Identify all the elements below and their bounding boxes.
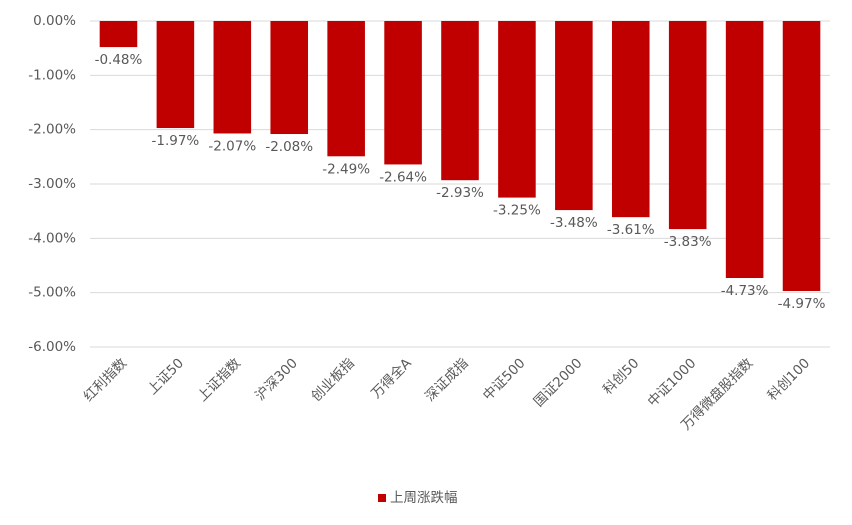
x-tick-label: 中证1000: [645, 355, 700, 410]
value-label: -2.93%: [436, 185, 484, 201]
x-tick-label: 红利指数: [81, 355, 131, 405]
value-label: -2.08%: [265, 139, 313, 155]
value-label: -3.61%: [607, 222, 655, 238]
value-label: -4.73%: [721, 283, 769, 299]
x-tick-label: 科创100: [765, 355, 814, 404]
x-tick-label: 上证指数: [194, 355, 244, 405]
bar: [327, 21, 365, 157]
y-tick-label: -4.00%: [28, 230, 76, 246]
y-tick-label: -1.00%: [28, 67, 76, 83]
y-tick-label: 0.00%: [33, 13, 76, 29]
value-label: -0.48%: [95, 52, 143, 68]
legend-label: 上周涨跌幅: [390, 490, 458, 506]
value-label: -2.64%: [379, 169, 427, 185]
bar: [213, 21, 252, 134]
bar: [498, 21, 536, 198]
x-tick-label: 国证2000: [531, 355, 586, 410]
x-tick-label: 万得全A: [368, 354, 416, 402]
value-label: -3.48%: [550, 215, 598, 231]
bar: [782, 21, 821, 292]
value-label: -2.07%: [208, 138, 256, 154]
value-label: -3.25%: [493, 203, 541, 219]
y-tick-label: -6.00%: [28, 339, 76, 355]
legend-swatch: [378, 494, 386, 502]
y-tick-label: -5.00%: [28, 285, 76, 301]
value-label: -3.83%: [664, 234, 712, 250]
x-tick-label: 沪深300: [252, 355, 301, 404]
bar: [725, 21, 764, 278]
bar: [668, 21, 707, 230]
value-label: -1.97%: [152, 133, 200, 149]
value-label: -2.49%: [322, 161, 370, 177]
x-tick-label: 创业板指: [308, 355, 357, 404]
x-tick-label: 中证500: [480, 355, 529, 404]
bar: [384, 21, 422, 165]
bar: [99, 21, 138, 48]
bar: [156, 21, 195, 129]
bar: [555, 21, 593, 211]
bar: [270, 21, 309, 135]
x-tick-label: 深证成指: [422, 355, 471, 404]
y-tick-label: -3.00%: [28, 176, 76, 192]
value-label: -4.97%: [778, 296, 826, 312]
bar: [441, 21, 479, 181]
y-tick-label: -2.00%: [28, 122, 76, 138]
bar: [611, 21, 650, 218]
x-tick-label: 上证50: [144, 355, 187, 398]
x-tick-label: 科创50: [600, 355, 643, 398]
